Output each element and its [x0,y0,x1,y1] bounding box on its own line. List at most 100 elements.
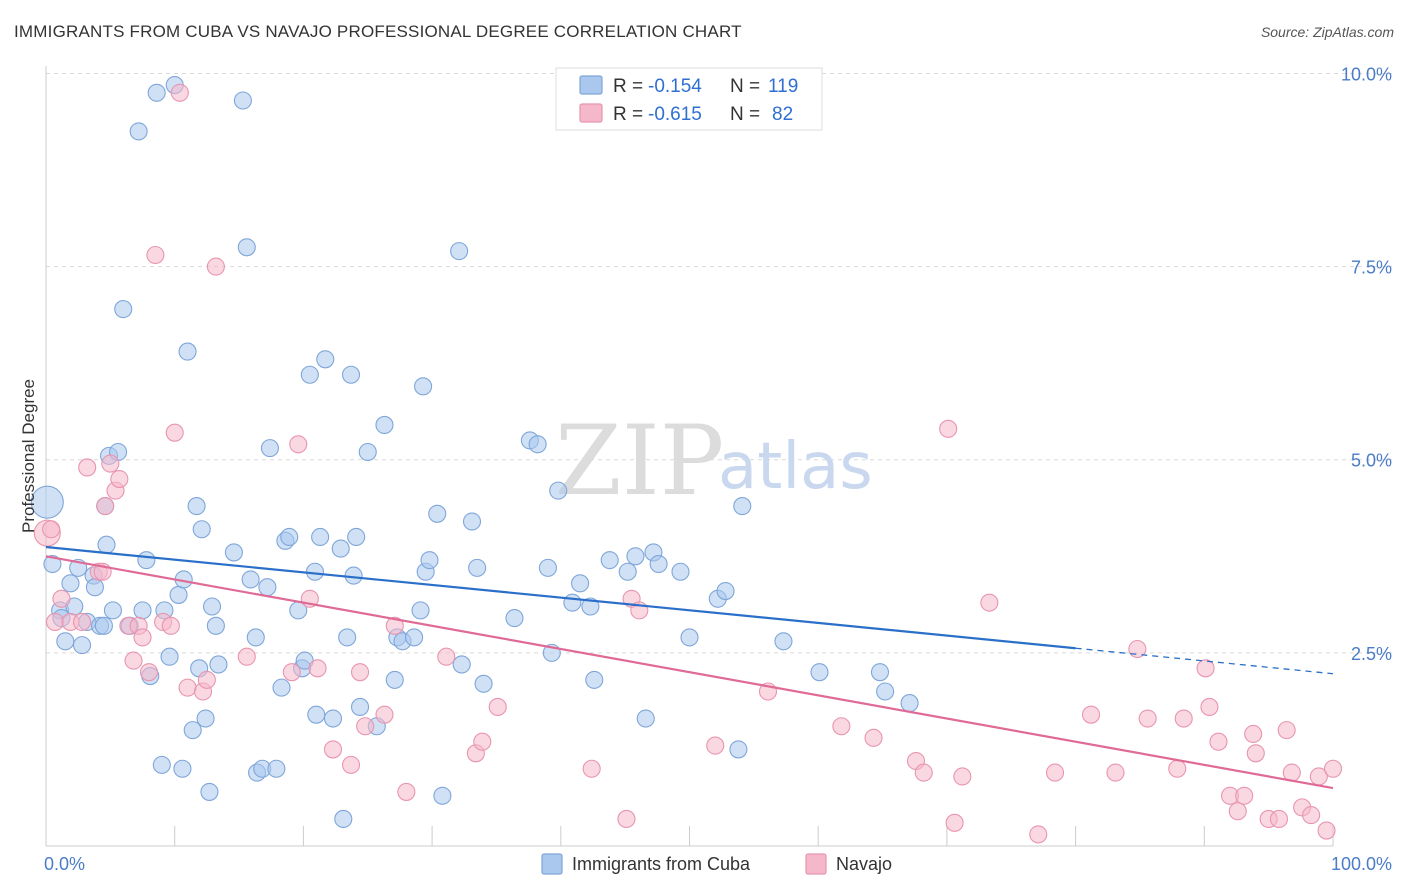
legend-n-label-2: N = [730,104,760,125]
cuba-point [876,682,895,701]
navajo-point [350,663,370,682]
tick-labels: 2.5% 5.0% 7.5% 10.0% 0.0% 100.0% [44,64,1392,874]
navajo-point [1323,759,1343,778]
cuba-point [97,535,116,554]
cuba-point [375,415,394,435]
cuba-point [428,504,447,523]
cuba-point [528,435,547,454]
cuba-point [160,647,179,666]
cuba-point [196,709,215,728]
watermark: ZIP atlas [555,405,873,517]
cuba-point [267,759,286,778]
navajo-point [282,663,301,682]
cuba-point [331,539,350,558]
navajo-point [1209,732,1228,751]
cuba-point [311,527,330,547]
navajo-point [1196,659,1215,678]
navajo-point [980,593,999,612]
cuba-point [581,597,600,616]
navajo-point [1168,759,1187,778]
cuba-point [260,439,279,458]
cuba-point [870,663,890,682]
legend-n-label-1: N = [730,76,760,97]
cuba-point [323,709,343,728]
cuba-point [272,678,291,697]
watermark-zip: ZIP [555,405,724,517]
legend-r-value-2: -0.615 [648,104,702,125]
navajo-point [139,663,159,682]
cuba-point [224,543,243,562]
navajo-point [1138,709,1157,728]
navajo-point [385,616,404,635]
cuba-point [338,628,357,647]
legend-n-value-1: 119 [768,76,798,97]
navajo-point [170,83,189,102]
cuba-point [649,554,668,574]
navajo-point [1106,763,1125,782]
source-label: Source: ZipAtlas.com [1260,24,1394,40]
navajo-point [308,659,327,678]
navajo-point [397,782,416,801]
cuba-point [618,562,637,581]
cuba-point [626,547,645,566]
series-cuba-points [30,75,919,829]
trend-lines [45,545,1334,790]
cuba-point [358,442,377,462]
cuba-point [178,342,197,361]
cuba-point [85,578,104,597]
x-tick-label-1: 100.0% [1331,854,1392,874]
cuba-point [56,632,75,651]
bottom-legend-swatch-navajo [805,853,827,875]
cuba-point [680,628,699,647]
navajo-point [1029,825,1048,844]
stats-legend: R = -0.154 N = 119 R = -0.615 N = 82 [555,67,823,131]
y-tick-label-0: 2.5% [1351,644,1392,664]
cuba-point [462,512,482,531]
navajo-point [124,651,143,670]
cuba-point [411,601,430,620]
navajo-point [953,767,972,786]
navajo-point [473,732,492,751]
navajo-point [864,728,883,747]
navajo-point [437,647,456,666]
bottom-legend-label-cuba: Immigrants from Cuba [572,854,751,874]
cuba-point [716,582,735,601]
cuba-point [468,558,487,577]
cuba-point [636,709,655,728]
navajo-point [52,589,71,608]
series-legend: Immigrants from Cuba Navajo [541,853,892,875]
navajo-point [237,647,256,666]
navajo-point [1045,763,1065,782]
navajo-point [1317,821,1336,840]
cuba-point [729,740,748,759]
cuba-point [334,809,353,829]
navajo-point [488,697,507,716]
cuba-point [385,670,404,689]
navajo-point [289,435,308,454]
cuba-point [258,578,277,597]
bottom-legend-swatch-cuba [541,853,563,875]
navajo-point [1246,744,1265,763]
navajo-point [939,419,958,438]
navajo-point [1200,697,1219,716]
cuba-point [341,365,361,384]
legend-n-value-2: 82 [772,104,793,125]
gridlines [46,72,1392,654]
cuba-point [420,551,439,570]
navajo-point [96,497,115,516]
cuba-point [571,574,590,593]
cuba-point [585,670,604,689]
y-tick-label-1: 5.0% [1351,451,1392,471]
cuba-point [233,91,252,110]
navajo-point [323,740,343,759]
cuba-point [450,242,469,261]
cuba-point [183,721,202,740]
navajo-point [1244,724,1263,744]
navajo-point [356,717,375,736]
navajo-point [582,759,601,778]
navajo-point [42,520,61,539]
cuba-point [350,697,370,716]
cuba-point [307,705,326,724]
navajo-point [832,717,851,736]
